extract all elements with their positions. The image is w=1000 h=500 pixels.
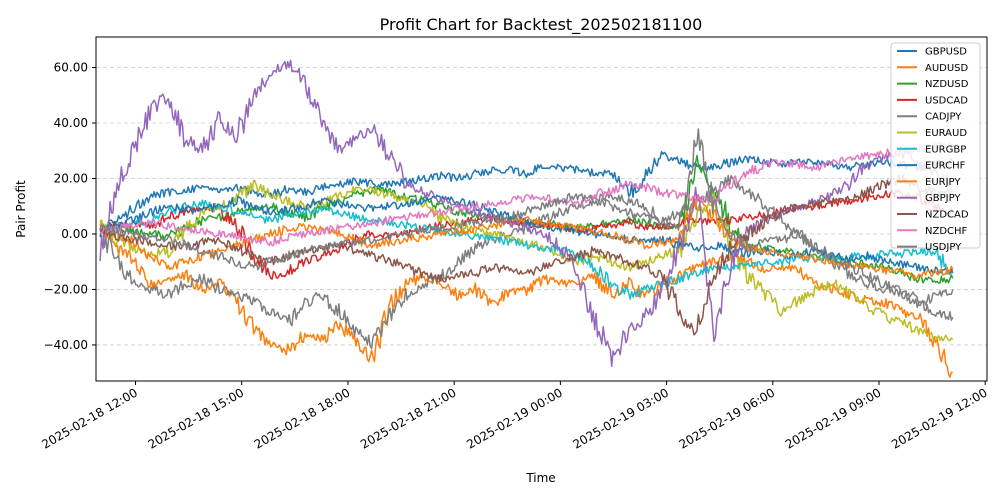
- legend-entry: EURAUD: [925, 128, 967, 139]
- x-tick-label: 2025-02-19 03:00: [570, 385, 671, 451]
- legend-entry: AUDUSD: [925, 63, 969, 74]
- x-tick-label: 2025-02-18 18:00: [252, 385, 353, 451]
- series-line-eurjpy: [99, 194, 954, 280]
- series-line-gbpusd: [99, 150, 954, 233]
- legend: GBPUSD AUDUSD NZDUSD USDCAD CADJPY EURAUD EURG…: [890, 42, 981, 253]
- x-tick-label: 2025-02-19 12:00: [889, 385, 990, 451]
- x-axis: 2025-02-18 12:00 2025-02-18 15:00 2025-02-…: [39, 381, 990, 452]
- y-axis: −40.00 −20.00 0.00 20.00 40.00 60.00: [44, 61, 96, 352]
- series-line-nzdchf: [99, 141, 954, 247]
- plot-frame: [95, 36, 988, 382]
- series-line-audusd: [99, 219, 954, 378]
- legend-entry: CADJPY: [925, 112, 962, 123]
- x-tick-label: 2025-02-19 09:00: [783, 385, 884, 451]
- legend-entry: NZDCHF: [925, 226, 968, 237]
- legend-entry: GBPJPY: [925, 193, 961, 204]
- y-tick-label: 60.00: [54, 61, 88, 75]
- legend-entry: EURCHF: [925, 161, 966, 172]
- x-tick-label: 2025-02-19 06:00: [677, 385, 778, 451]
- x-tick-label: 2025-02-18 15:00: [146, 385, 247, 451]
- legend-entry: USDCAD: [925, 95, 968, 106]
- legend-entry: NZDUSD: [925, 79, 969, 90]
- y-tick-label: 0.00: [61, 227, 88, 241]
- y-axis-label: Pair Profit: [14, 180, 28, 238]
- chart-title: Profit Chart for Backtest_202502181100: [380, 15, 703, 35]
- legend-entry: USDJPY: [925, 242, 962, 253]
- x-tick-label: 2025-02-18 12:00: [39, 385, 140, 451]
- x-tick-label: 2025-02-19 00:00: [464, 385, 565, 451]
- y-tick-label: −20.00: [44, 282, 88, 296]
- legend-entry: GBPUSD: [925, 47, 967, 58]
- series-line-nzdcad: [99, 174, 954, 336]
- series-line-usdjpy: [99, 128, 954, 321]
- x-tick-label: 2025-02-18 21:00: [358, 385, 459, 451]
- y-tick-label: 40.00: [54, 116, 88, 130]
- legend-entry: NZDCAD: [925, 210, 969, 221]
- x-axis-label: Time: [525, 471, 555, 485]
- legend-entry: EURGBP: [925, 144, 966, 155]
- y-tick-label: 20.00: [54, 171, 88, 185]
- series-line-eurchf: [99, 194, 954, 276]
- legend-entry: EURJPY: [925, 177, 961, 188]
- y-tick-label: −40.00: [44, 338, 88, 352]
- plot-area: [99, 59, 954, 378]
